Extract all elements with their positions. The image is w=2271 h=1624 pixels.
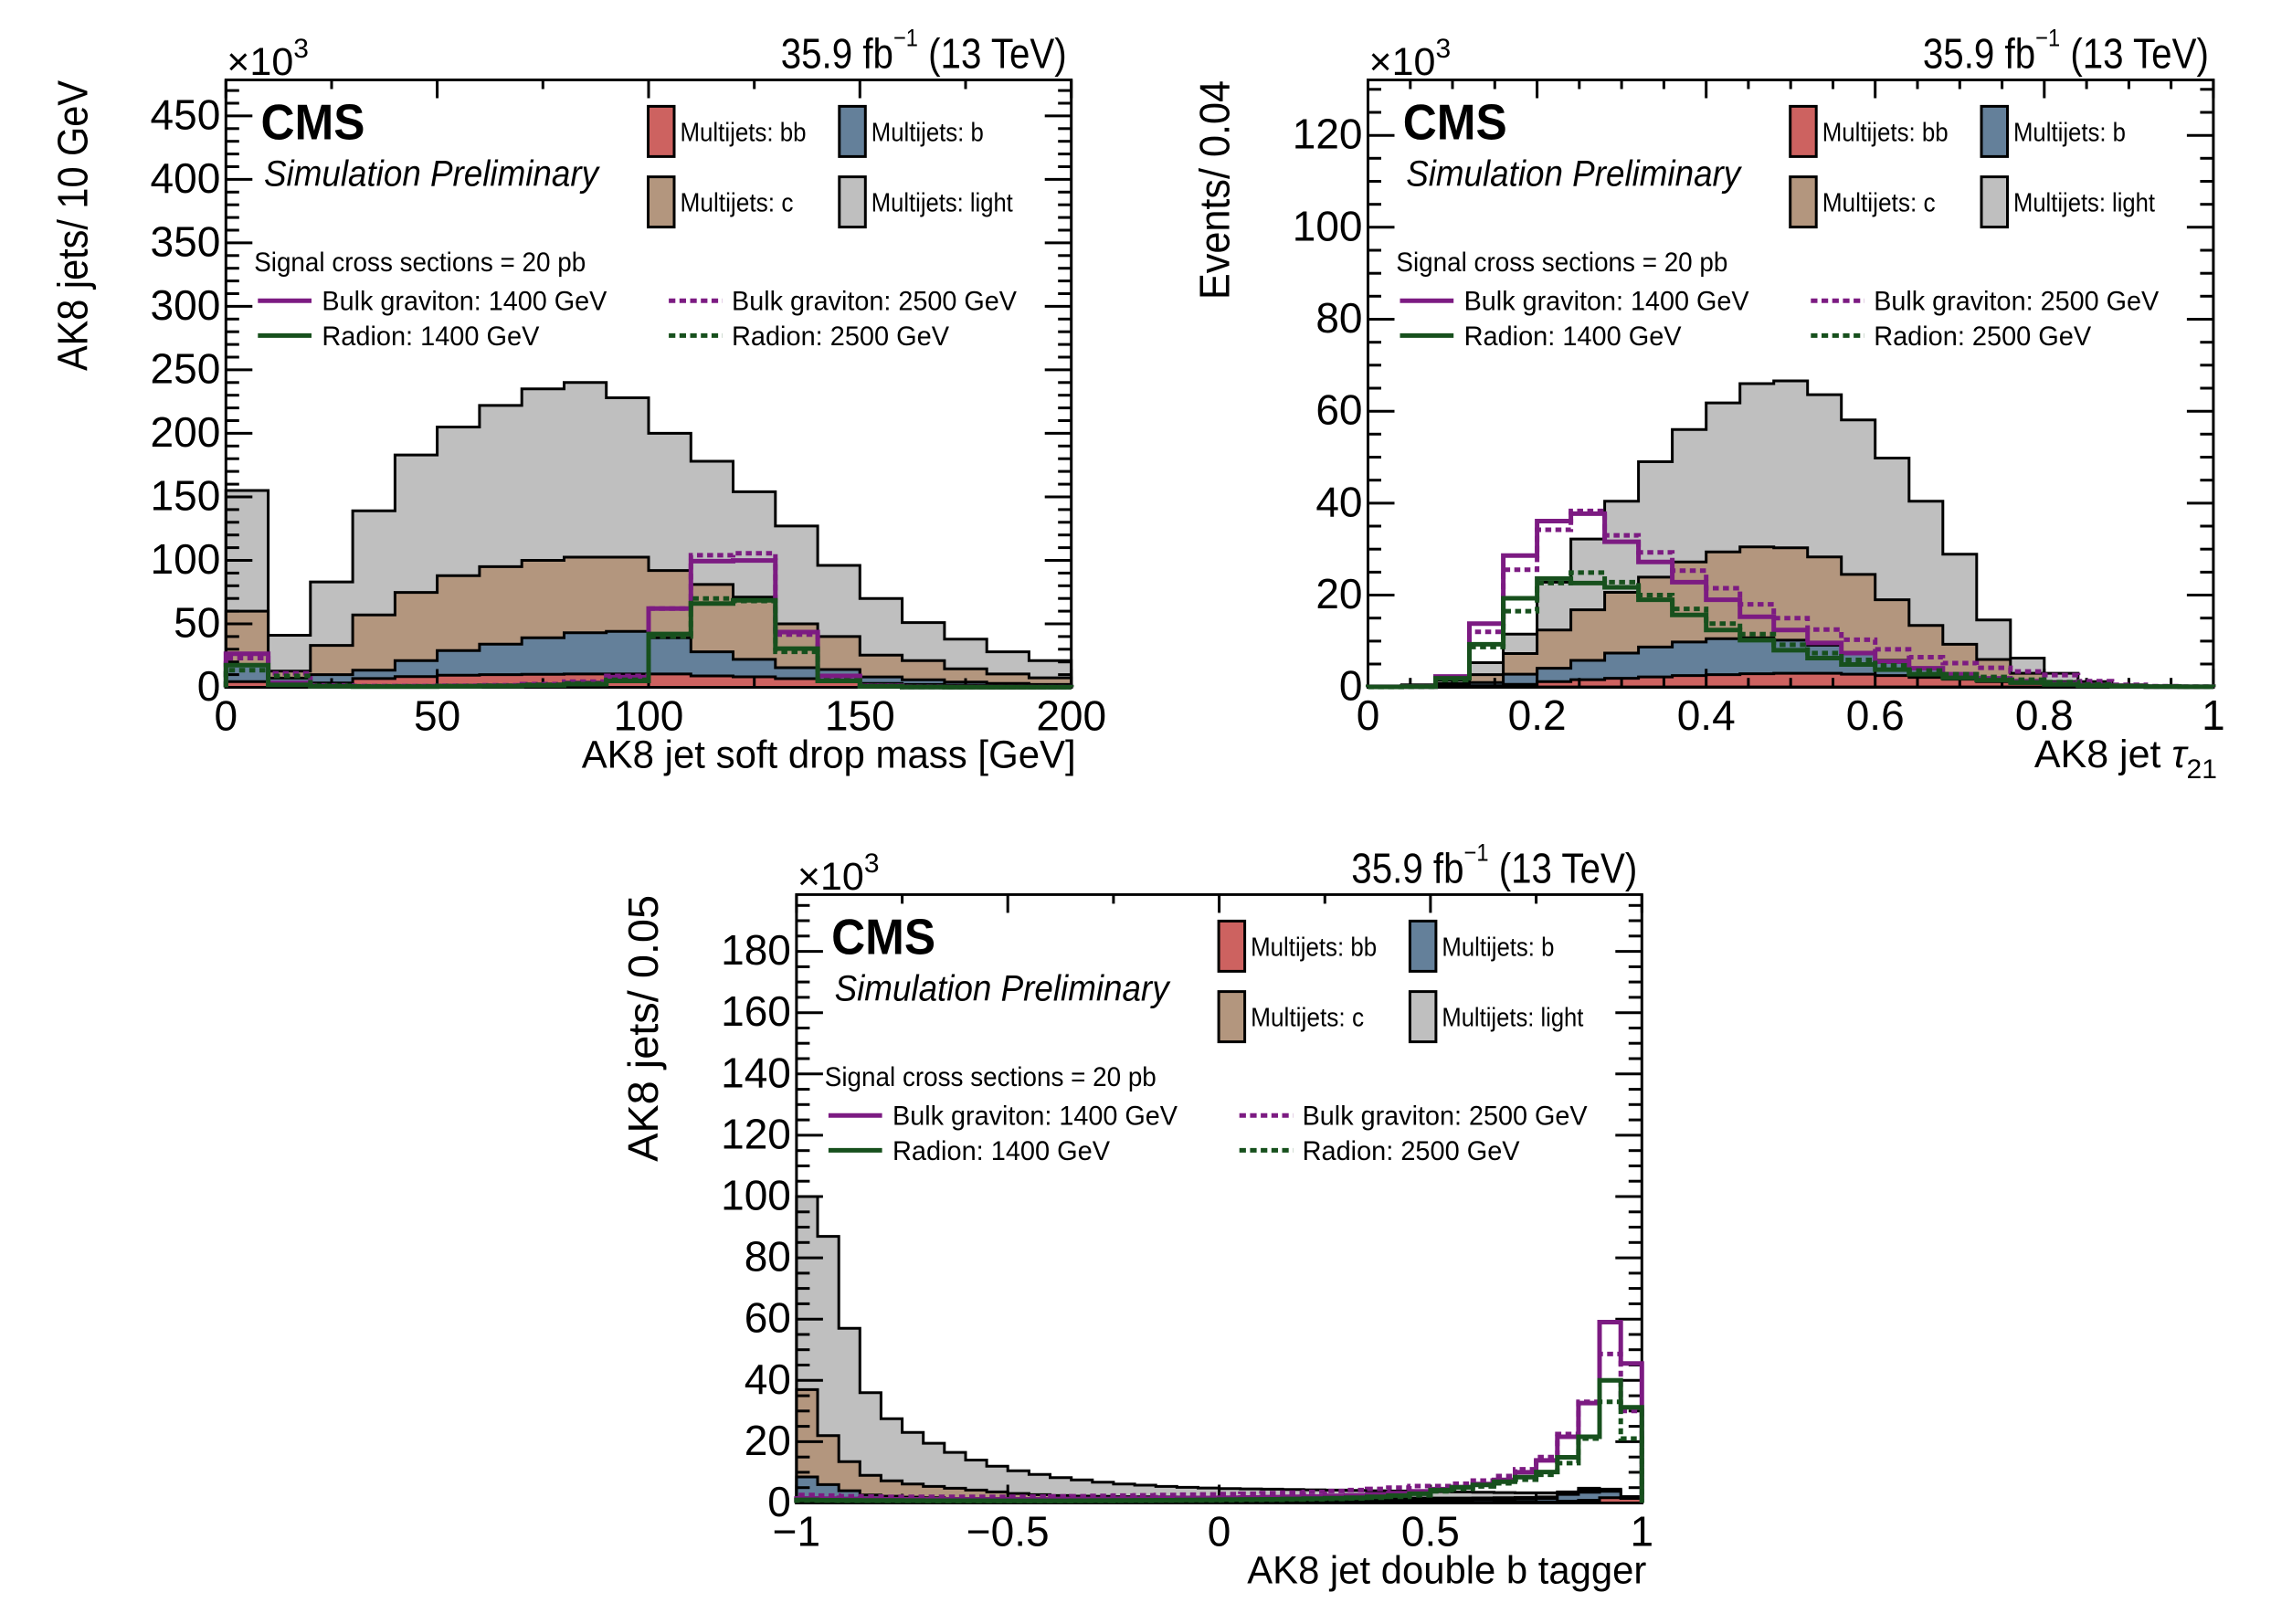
- svg-text:20: 20: [745, 1417, 791, 1464]
- svg-text:CMS: CMS: [1403, 93, 1507, 150]
- svg-text:Simulation Preliminary: Simulation Preliminary: [1406, 154, 1743, 195]
- svg-text:Multijets: light: Multijets: light: [1442, 1004, 1583, 1033]
- svg-text:0.8: 0.8: [2015, 691, 2074, 739]
- svg-text:0: 0: [1339, 662, 1363, 710]
- svg-text:Radion: 2500 GeV: Radion: 2500 GeV: [732, 322, 949, 352]
- svg-text:Radion: 1400 GeV: Radion: 1400 GeV: [1464, 322, 1682, 352]
- svg-text:Multijets: bb: Multijets: bb: [1251, 933, 1377, 962]
- svg-text:0: 0: [1208, 1508, 1231, 1555]
- svg-text:200: 200: [151, 408, 221, 456]
- svg-text:Multijets: c: Multijets: c: [1251, 1004, 1364, 1033]
- svg-text:120: 120: [721, 1110, 791, 1157]
- svg-text:1: 1: [2202, 691, 2225, 739]
- svg-text:250: 250: [151, 344, 221, 392]
- svg-text:Multijets: light: Multijets: light: [2013, 189, 2155, 218]
- svg-text:140: 140: [721, 1049, 791, 1096]
- svg-text:100: 100: [151, 535, 221, 583]
- svg-text:Bulk graviton: 2500 GeV: Bulk graviton: 2500 GeV: [1303, 1102, 1588, 1132]
- svg-text:40: 40: [745, 1355, 791, 1403]
- svg-text:60: 60: [1315, 386, 1362, 434]
- svg-text:50: 50: [414, 692, 460, 740]
- svg-text:35.9 fb−1 (13 TeV): 35.9 fb−1 (13 TeV): [1923, 25, 2209, 78]
- svg-text:0: 0: [1357, 691, 1380, 739]
- svg-text:Multijets: b: Multijets: b: [2013, 118, 2126, 147]
- svg-text:400: 400: [151, 154, 221, 202]
- svg-text:450: 450: [151, 90, 221, 138]
- svg-text:Simulation Preliminary: Simulation Preliminary: [264, 154, 601, 195]
- svg-text:Bulk graviton: 1400 GeV: Bulk graviton: 1400 GeV: [893, 1102, 1178, 1132]
- svg-text:Bulk graviton: 2500 GeV: Bulk graviton: 2500 GeV: [732, 287, 1017, 317]
- svg-text:1: 1: [1631, 1508, 1654, 1555]
- svg-text:Bulk graviton: 2500 GeV: Bulk graviton: 2500 GeV: [1874, 287, 2159, 317]
- svg-text:Radion: 1400 GeV: Radion: 1400 GeV: [893, 1136, 1110, 1166]
- svg-text:AK8 jet soft drop mass [GeV]: AK8 jet soft drop mass [GeV]: [582, 733, 1076, 777]
- svg-text:0: 0: [767, 1478, 791, 1525]
- svg-text:Bulk graviton: 1400 GeV: Bulk graviton: 1400 GeV: [1464, 287, 1749, 317]
- svg-text:180: 180: [721, 926, 791, 974]
- svg-text:20: 20: [1315, 570, 1362, 617]
- svg-text:−1: −1: [773, 1508, 820, 1555]
- svg-text:AK8 jet double b tagger: AK8 jet double b tagger: [1247, 1549, 1646, 1593]
- svg-text:Signal cross sections = 20 pb: Signal cross sections = 20 pb: [825, 1062, 1157, 1092]
- svg-text:Signal cross sections = 20 pb: Signal cross sections = 20 pb: [1396, 248, 1727, 278]
- svg-text:100: 100: [614, 692, 684, 740]
- svg-text:100: 100: [721, 1172, 791, 1219]
- svg-text:80: 80: [745, 1233, 791, 1281]
- svg-text:Events/ 0.04: Events/ 0.04: [1191, 80, 1239, 300]
- svg-text:Simulation Preliminary: Simulation Preliminary: [835, 969, 1172, 1009]
- svg-text:35.9 fb−1 (13 TeV): 35.9 fb−1 (13 TeV): [1351, 838, 1637, 891]
- svg-text:Multijets: b: Multijets: b: [871, 118, 984, 147]
- svg-text:350: 350: [151, 217, 221, 265]
- svg-text:CMS: CMS: [261, 93, 365, 150]
- svg-text:100: 100: [1293, 202, 1363, 249]
- svg-text:Radion: 2500 GeV: Radion: 2500 GeV: [1874, 322, 2091, 352]
- svg-text:0.6: 0.6: [1846, 691, 1905, 739]
- svg-text:80: 80: [1315, 294, 1362, 342]
- svg-text:−0.5: −0.5: [966, 1508, 1050, 1555]
- svg-text:300: 300: [151, 281, 221, 329]
- svg-text:Bulk graviton: 1400 GeV: Bulk graviton: 1400 GeV: [322, 287, 607, 317]
- svg-text:60: 60: [745, 1294, 791, 1342]
- svg-text:150: 150: [825, 692, 895, 740]
- svg-text:Signal cross sections = 20 pb: Signal cross sections = 20 pb: [254, 248, 586, 278]
- svg-text:Multijets: c: Multijets: c: [681, 189, 794, 218]
- svg-text:0: 0: [215, 692, 238, 740]
- svg-text:160: 160: [721, 987, 791, 1035]
- svg-text:Radion: 1400 GeV: Radion: 1400 GeV: [322, 322, 539, 352]
- svg-text:AK8 jets/ 0.05: AK8 jets/ 0.05: [619, 895, 667, 1162]
- svg-text:Radion: 2500 GeV: Radion: 2500 GeV: [1303, 1136, 1520, 1166]
- svg-text:35.9 fb−1 (13 TeV): 35.9 fb−1 (13 TeV): [781, 25, 1067, 78]
- svg-text:150: 150: [151, 472, 221, 520]
- svg-text:0.2: 0.2: [1508, 691, 1567, 739]
- svg-text:Multijets: b: Multijets: b: [1442, 933, 1554, 962]
- svg-text:0.4: 0.4: [1677, 691, 1736, 739]
- svg-text:120: 120: [1293, 111, 1363, 158]
- svg-text:AK8 jets/ 10 GeV: AK8 jets/ 10 GeV: [48, 80, 96, 371]
- svg-text:200: 200: [1036, 692, 1106, 740]
- svg-text:40: 40: [1315, 478, 1362, 525]
- svg-text:Multijets: bb: Multijets: bb: [681, 118, 807, 147]
- svg-text:0: 0: [197, 662, 221, 710]
- svg-text:Multijets: light: Multijets: light: [871, 189, 1013, 218]
- svg-text:Multijets: c: Multijets: c: [1822, 189, 1936, 218]
- svg-text:×103: ×103: [1369, 34, 1452, 84]
- svg-text:CMS: CMS: [831, 908, 935, 965]
- svg-text:0.5: 0.5: [1401, 1508, 1460, 1555]
- svg-text:50: 50: [174, 599, 220, 647]
- svg-text:Multijets: bb: Multijets: bb: [1822, 118, 1949, 147]
